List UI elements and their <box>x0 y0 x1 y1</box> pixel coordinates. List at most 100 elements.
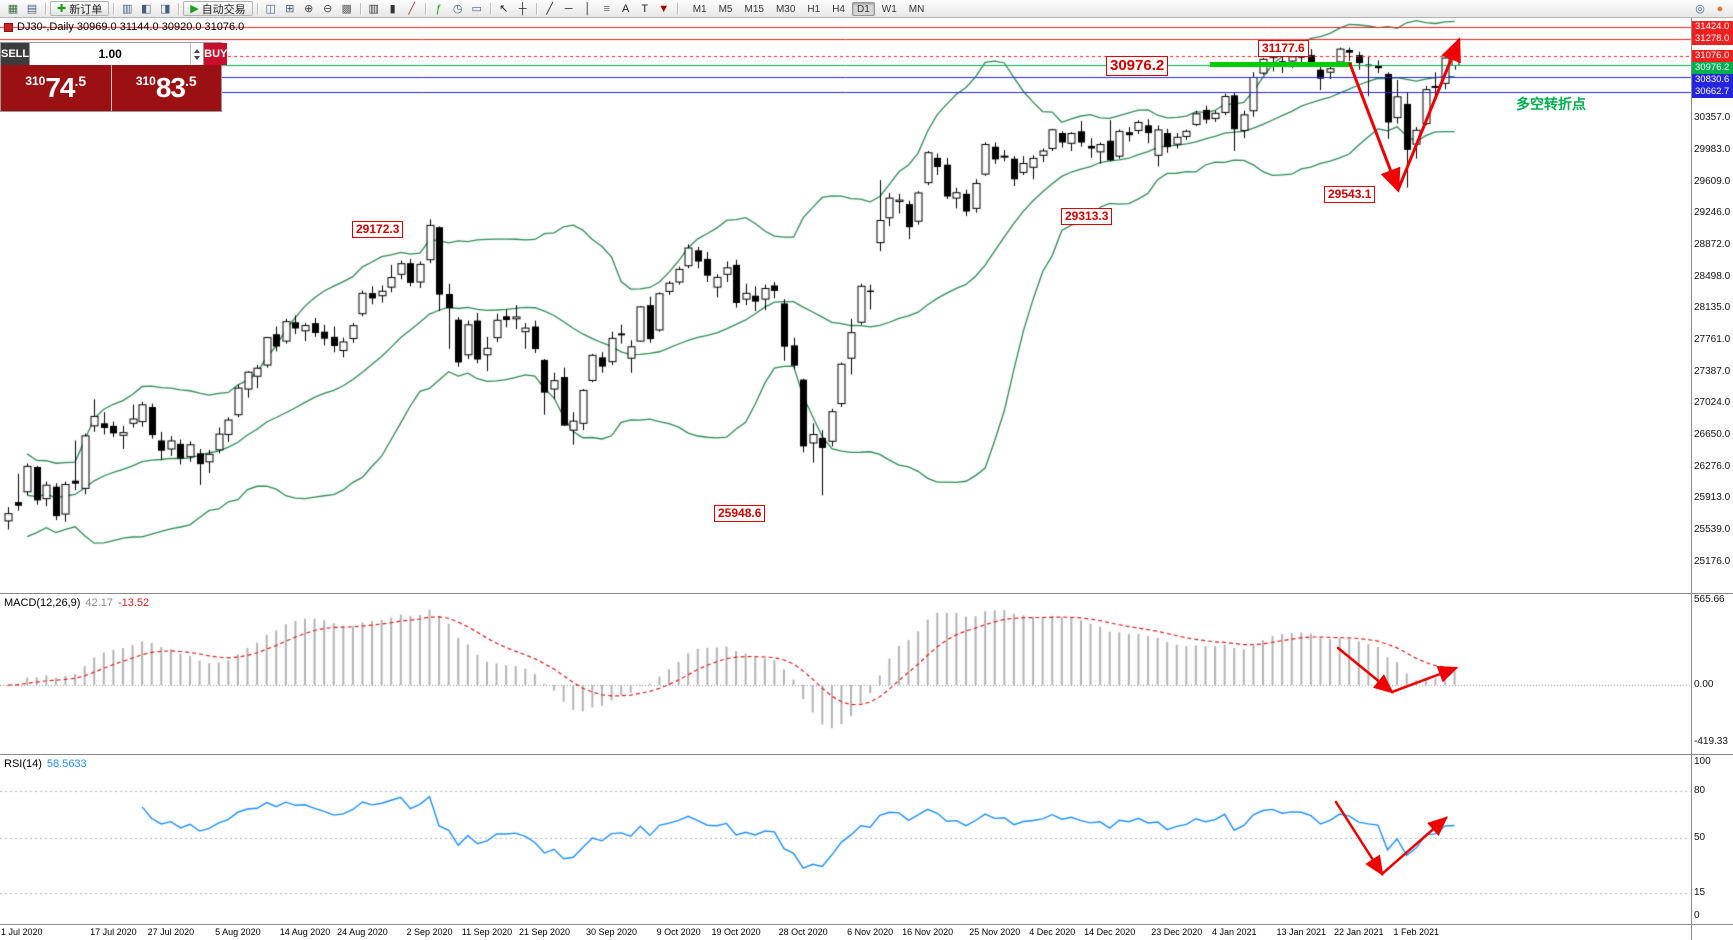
macd-panel-separator[interactable] <box>0 593 1733 594</box>
new-order-plus-icon: ✚ <box>57 3 67 15</box>
price-line-chip: 31278.0 <box>1692 33 1733 45</box>
timeframe-m30-button[interactable]: M30 <box>775 3 796 15</box>
date-label: 25 Nov 2020 <box>969 927 1021 937</box>
timeframe-w1-button[interactable]: W1 <box>881 3 897 15</box>
terminal-icon[interactable]: ◨ <box>160 3 171 15</box>
rsi-indicator-label: RSI(14) 58.5633 <box>4 758 87 770</box>
new-order-button-label: 新订单 <box>69 3 103 16</box>
date-label: 6 Nov 2020 <box>847 927 894 937</box>
annotation-green-segment[interactable] <box>1210 62 1352 67</box>
bar-chart-icon[interactable]: ▥ <box>368 3 379 15</box>
chart-title-bar: DJ30-,Daily 30969.0 31144.0 30920.0 3107… <box>4 21 244 33</box>
notification-icon[interactable]: ● <box>1716 2 1724 15</box>
axis-border-line <box>1691 18 1692 940</box>
price-line-chip: 30662.7 <box>1692 86 1733 99</box>
new-chart-icon[interactable]: ▦ <box>7 3 19 15</box>
annotation-note-text[interactable]: 多空转折点 <box>1516 96 1586 112</box>
volume-increase-button[interactable] <box>194 48 201 53</box>
crosshair-icon[interactable]: ┼ <box>518 2 527 15</box>
profiles-icon[interactable]: ▤ <box>26 3 38 15</box>
sell-button[interactable]: SELL <box>1 43 30 65</box>
time-axis-separator[interactable] <box>0 924 1733 925</box>
timeframe-m15-button[interactable]: M15 <box>744 3 764 15</box>
text-icon[interactable]: A <box>622 2 630 15</box>
macd-axis-tick: 565.66 <box>1694 594 1725 605</box>
price-axis-tick: 26650.0 <box>1694 429 1731 441</box>
zoom-in-icon[interactable]: ⊕ <box>304 3 314 15</box>
price-axis-tick: 25539.0 <box>1694 524 1731 536</box>
timeframe-m5-button[interactable]: M5 <box>718 3 733 15</box>
rsi-axis-tick: 15 <box>1694 886 1706 898</box>
indicators-icon[interactable]: ƒ <box>435 2 442 15</box>
price-axis-tick: 28498.0 <box>1694 271 1731 283</box>
buy-price[interactable]: 310 83.5 <box>111 65 221 111</box>
periods-icon[interactable]: ◷ <box>452 3 463 15</box>
rsi-axis-tick: 80 <box>1694 785 1706 797</box>
navigator-icon[interactable]: ◧ <box>141 3 152 15</box>
toolbar-separator <box>535 2 537 15</box>
horizontal-line-icon[interactable]: ─ <box>564 2 573 15</box>
rsi-panel-separator[interactable] <box>0 754 1733 755</box>
search-icon[interactable]: ◎ <box>1695 3 1705 15</box>
price-divider <box>110 65 112 111</box>
timeframe-m1-button[interactable]: M1 <box>692 3 707 15</box>
fibonacci-icon[interactable]: ≡ <box>603 2 610 15</box>
timeframe-mn-button[interactable]: MN <box>908 3 925 15</box>
volume-input[interactable] <box>30 47 191 61</box>
line-chart-icon[interactable]: ╱ <box>408 3 415 15</box>
auto-trading-play-icon: ▶ <box>190 3 199 15</box>
volume-spinner <box>190 43 203 65</box>
annotation-price-label[interactable]: 31177.6 <box>1258 40 1309 57</box>
auto-trading-button-label: 自动交易 <box>201 3 246 16</box>
vertical-line-icon[interactable]: │ <box>584 2 592 15</box>
date-label: 4 Dec 2020 <box>1029 927 1076 937</box>
price-axis-tick: 27024.0 <box>1694 397 1731 409</box>
arrows-object-icon[interactable]: ▼ <box>658 2 670 15</box>
price-line-chip: 30830.6 <box>1692 74 1733 87</box>
zoom-out-icon[interactable]: ⊖ <box>323 3 333 15</box>
grid-icon[interactable]: ▩ <box>341 3 352 15</box>
toolbar-right-group: ◎ ● <box>1691 1 1729 16</box>
date-label: 19 Oct 2020 <box>711 927 761 937</box>
macd-axis-tick: -419.33 <box>1694 736 1728 747</box>
buy-button[interactable]: BUY <box>204 43 228 65</box>
chart-title-text: DJ30-,Daily 30969.0 31144.0 30920.0 3107… <box>17 21 245 33</box>
window-cascade-icon[interactable]: ◫ <box>265 3 276 15</box>
date-label: 23 Dec 2020 <box>1151 927 1203 937</box>
date-label: 14 Aug 2020 <box>279 927 331 937</box>
price-line-chip: 31424.0 <box>1692 20 1733 33</box>
annotation-price-label[interactable]: 29543.1 <box>1324 186 1376 203</box>
volume-decrease-button[interactable] <box>194 55 201 60</box>
toolbar-separator <box>359 2 361 15</box>
annotation-price-label[interactable]: 25948.6 <box>714 505 766 522</box>
date-label: 21 Sep 2020 <box>518 927 570 937</box>
macd-signal-value: -13.52 <box>117 597 150 609</box>
date-label: 28 Oct 2020 <box>778 927 828 937</box>
timeframe-h4-button[interactable]: H4 <box>832 3 845 15</box>
chart-symbol-icon <box>4 22 13 32</box>
timeframe-h1-button[interactable]: H1 <box>807 3 821 15</box>
text-label-icon[interactable]: T <box>641 2 649 15</box>
sell-price-frac: .5 <box>74 73 87 89</box>
date-label: 11 Sep 2020 <box>461 927 513 937</box>
sell-price[interactable]: 310 74.5 <box>1 65 111 111</box>
annotation-level-label[interactable]: 30976.2 <box>1106 56 1169 76</box>
date-label: 27 Jul 2020 <box>147 927 195 937</box>
buy-price-prefix: 310 <box>135 74 156 88</box>
trendline-icon[interactable]: ╱ <box>546 3 553 15</box>
cursor-icon[interactable]: ↖ <box>499 3 509 15</box>
auto-trading-button[interactable]: ▶ 自动交易 <box>183 1 253 16</box>
new-order-button[interactable]: ✚ 新订单 <box>50 1 110 16</box>
annotation-price-label[interactable]: 29172.3 <box>352 221 404 238</box>
annotation-price-label[interactable]: 29313.3 <box>1061 208 1113 225</box>
window-tile-icon[interactable]: ⊞ <box>285 3 295 15</box>
market-watch-icon[interactable]: ▥ <box>122 3 133 15</box>
toolbar-separator <box>178 2 180 15</box>
date-label: 14 Dec 2020 <box>1084 927 1136 937</box>
timeframe-group: M1 M5 M15 M30 H1 H4 D1 W1 MN <box>688 1 930 16</box>
templates-icon[interactable]: ▭ <box>471 3 482 15</box>
candle-chart-icon[interactable]: ▮ <box>389 3 396 15</box>
timeframe-d1-button[interactable]: D1 <box>852 1 875 16</box>
